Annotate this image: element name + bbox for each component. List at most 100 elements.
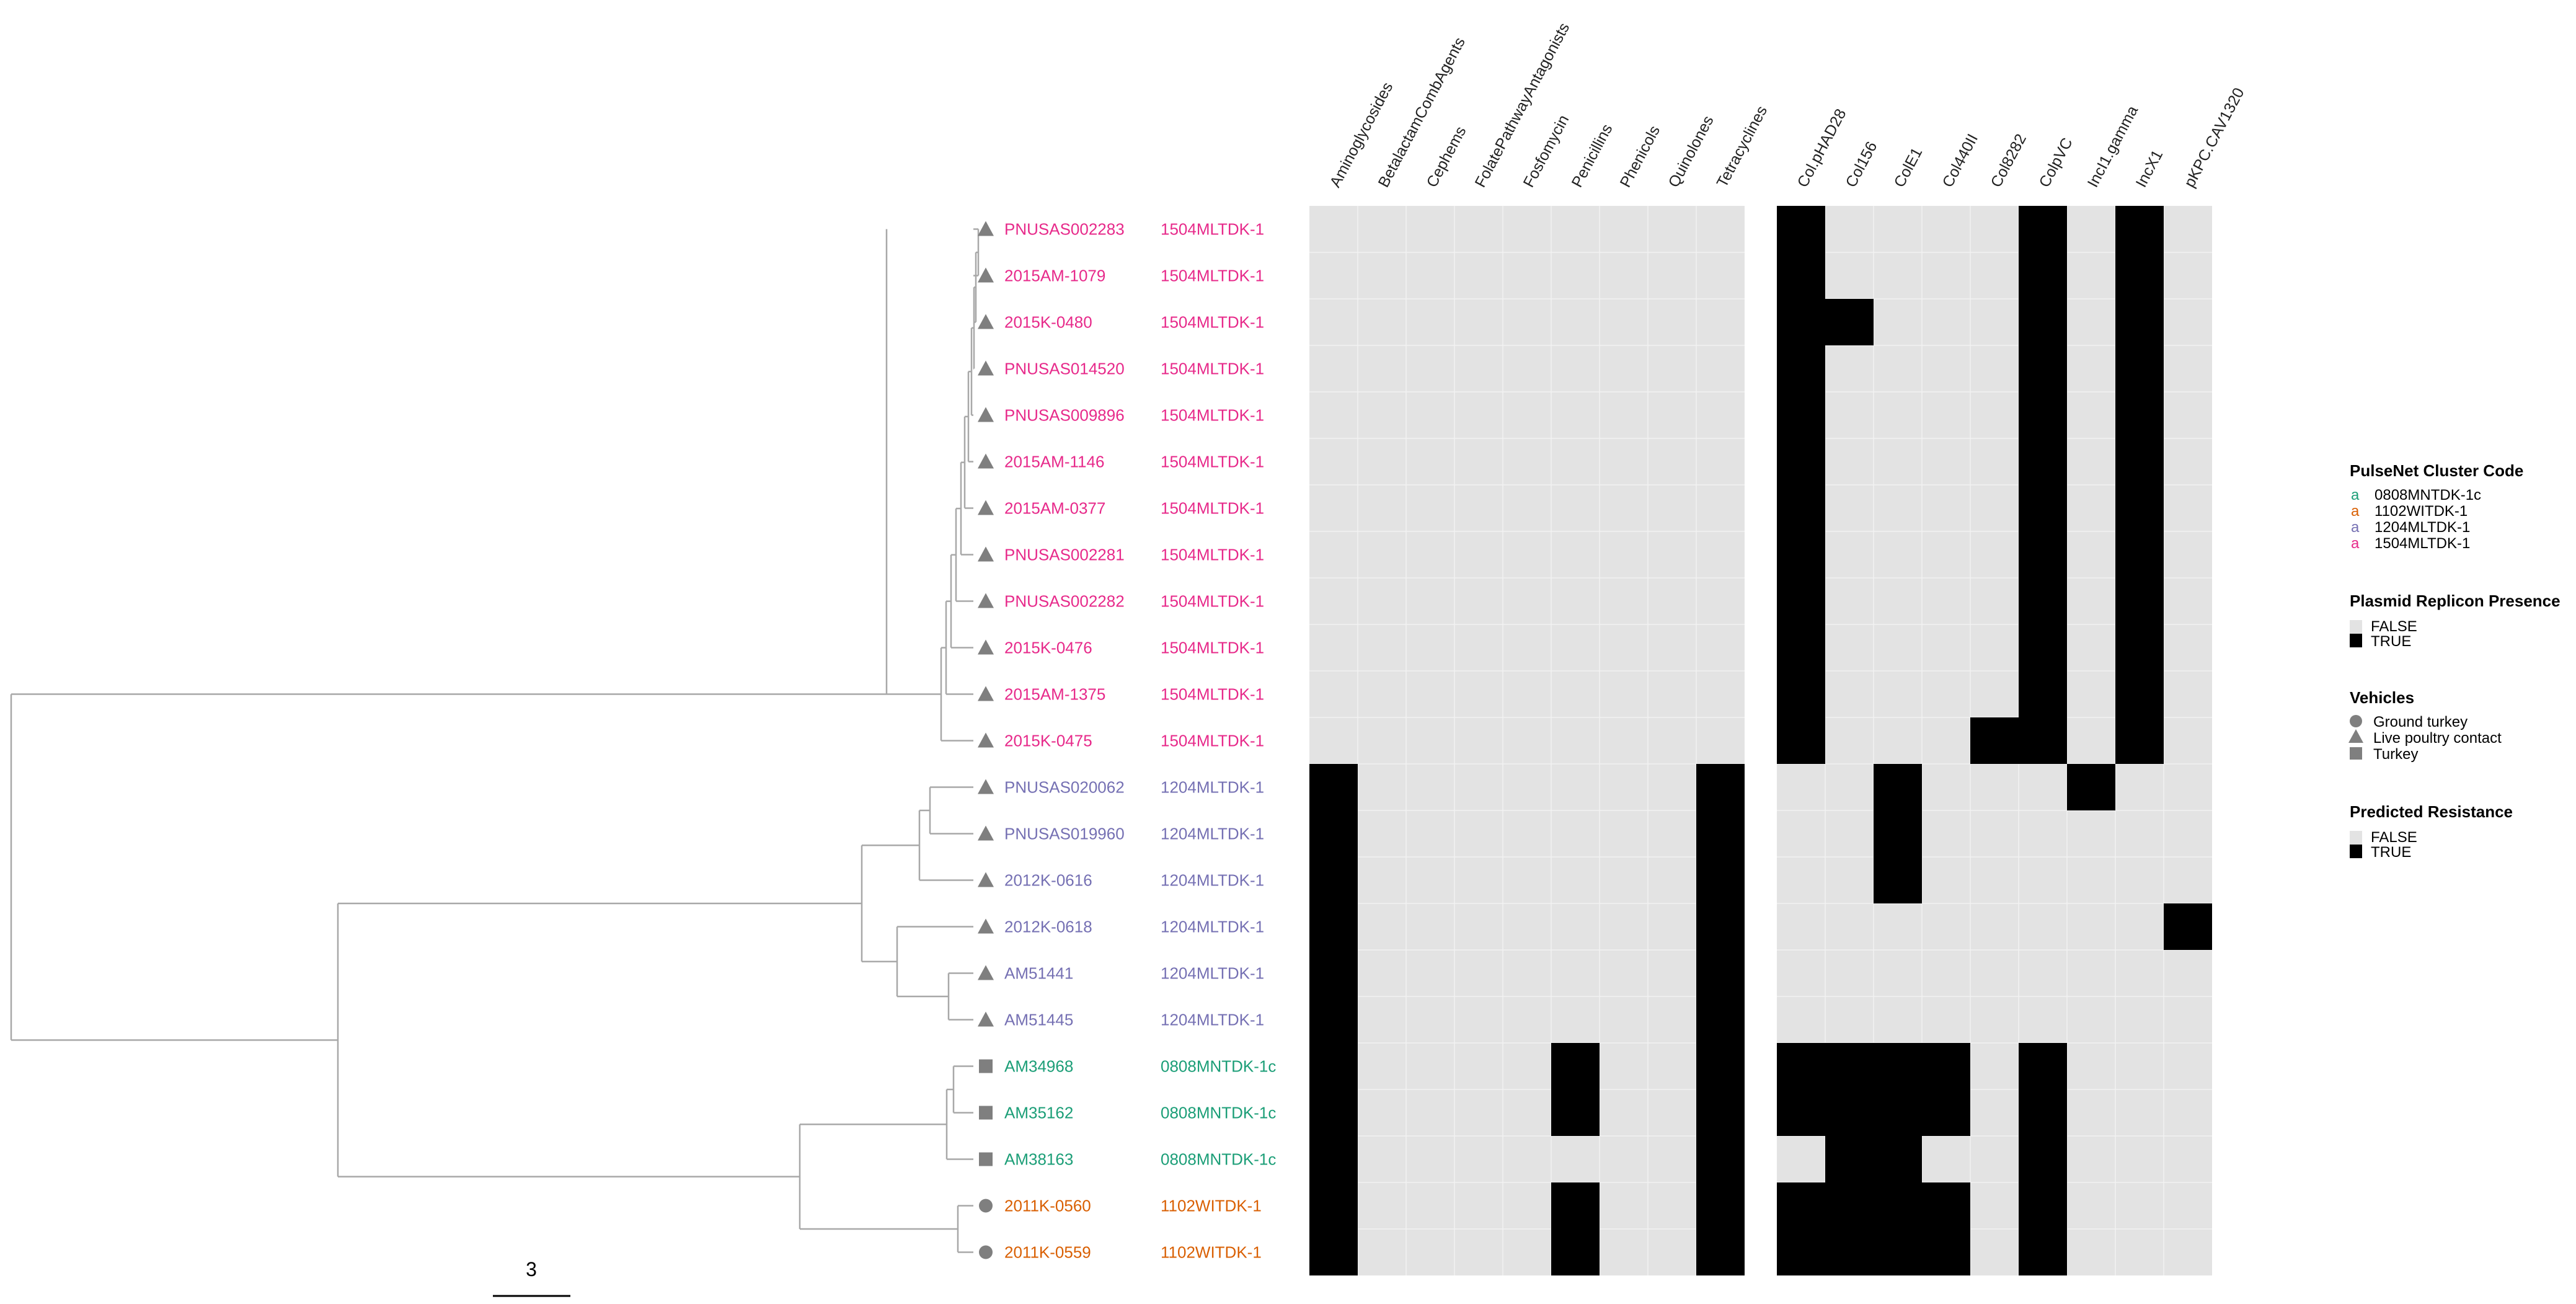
- plasmid-cell-true: [2115, 578, 2164, 624]
- isolate-id-label: 2011K-0559: [1004, 1243, 1091, 1262]
- cluster-code-label: 1504MLTDK-1: [1161, 639, 1264, 657]
- column-header: Col440II: [1939, 131, 1981, 190]
- legend-plasmid-false: FALSE: [2371, 618, 2417, 635]
- resistance-cell-true: [1309, 903, 1358, 950]
- phylogenetic-tree: [10, 228, 980, 1253]
- legend-true-swatch: [2350, 845, 2362, 858]
- plasmid-cell-true: [1874, 1229, 1922, 1275]
- cluster-code-label: 1504MLTDK-1: [1161, 453, 1264, 471]
- square-marker: [979, 1106, 993, 1120]
- plasmid-cell-true: [2019, 1043, 2067, 1089]
- cluster-code-label: 1102WITDK-1: [1161, 1243, 1262, 1262]
- plasmid-cell-true: [2019, 671, 2067, 717]
- plasmid-cell-true: [2115, 206, 2164, 252]
- resistance-cell-true: [1696, 857, 1745, 903]
- plasmid-cell-true: [1777, 438, 1825, 485]
- resistance-cell-true: [1309, 1182, 1358, 1229]
- resistance-cell-true: [1309, 1043, 1358, 1089]
- plasmid-cell-true: [1874, 1043, 1922, 1089]
- plasmid-cell-true: [2019, 624, 2067, 671]
- cluster-code-label: 1204MLTDK-1: [1161, 918, 1264, 936]
- resistance-cell-true: [1309, 764, 1358, 810]
- plasmid-cell-true: [2019, 1089, 2067, 1136]
- plasmid-cell-true: [1874, 857, 1922, 903]
- plasmid-cell-true: [1777, 252, 1825, 299]
- resistance-cell-true: [1696, 764, 1745, 810]
- legend-vehicle-item: Live poultry contact: [2373, 730, 2502, 747]
- isolate-id-label: AM38163: [1004, 1150, 1073, 1169]
- resistance-cell-true: [1696, 903, 1745, 950]
- resistance-cell-true: [1696, 1182, 1745, 1229]
- column-header: FolatePathwayAntagonists: [1472, 20, 1573, 190]
- isolate-id-label: PNUSAS002281: [1004, 546, 1125, 564]
- plasmid-cell-true: [2019, 578, 2067, 624]
- cluster-code-label: 1102WITDK-1: [1161, 1197, 1262, 1215]
- resistance-cell-true: [1551, 1229, 1600, 1275]
- isolate-id-label: 2011K-0560: [1004, 1197, 1091, 1215]
- plasmid-cell-true: [1777, 717, 1825, 764]
- legend-vehicle-item: Ground turkey: [2373, 714, 2468, 730]
- resistance-cell-true: [1696, 950, 1745, 996]
- plasmid-cell-true: [2019, 1229, 2067, 1275]
- isolate-id-label: PNUSAS020062: [1004, 778, 1125, 797]
- isolate-id-label: PNUSAS014520: [1004, 360, 1125, 378]
- plasmid-cell-true: [1922, 1043, 1970, 1089]
- legend-square-icon: [2350, 747, 2362, 760]
- plasmid-cell-true: [1874, 1182, 1922, 1229]
- plasmid-cell-true: [1970, 717, 2019, 764]
- plasmid-cell-true: [2115, 438, 2164, 485]
- resistance-cell-true: [1309, 996, 1358, 1043]
- plasmid-cell-true: [1922, 1229, 1970, 1275]
- cluster-code-label: 1504MLTDK-1: [1161, 406, 1264, 425]
- isolate-id-label: AM35162: [1004, 1104, 1073, 1122]
- cluster-code-label: 1204MLTDK-1: [1161, 964, 1264, 983]
- legend-vehicle-item: Turkey: [2373, 746, 2418, 763]
- legend-plasmid-title: Plasmid Replicon Presence: [2350, 592, 2561, 610]
- triangle-marker: [978, 918, 994, 934]
- circle-marker: [979, 1245, 993, 1259]
- plasmid-cell-true: [2115, 345, 2164, 392]
- plasmid-cell-true: [1825, 1089, 1874, 1136]
- legend-triangle-icon: [2348, 729, 2363, 743]
- legend-cluster-item: 1204MLTDK-1: [2375, 519, 2470, 536]
- circle-marker: [979, 1199, 993, 1213]
- isolate-id-label: 2015AM-1375: [1004, 685, 1105, 704]
- cluster-code-label: 1204MLTDK-1: [1161, 871, 1264, 890]
- column-header: IncI1.gamma: [2084, 103, 2142, 190]
- isolate-id-label: PNUSAS002282: [1004, 592, 1125, 611]
- plasmid-cell-true: [2019, 299, 2067, 345]
- triangle-marker: [978, 500, 994, 515]
- plasmid-cell-true: [1874, 764, 1922, 810]
- cluster-code-label: 1504MLTDK-1: [1161, 685, 1264, 704]
- column-header: Cephems: [1423, 123, 1470, 190]
- column-header: Tetracyclines: [1714, 103, 1771, 190]
- resistance-cell-true: [1309, 1089, 1358, 1136]
- plasmid-cell-true: [1777, 485, 1825, 531]
- plasmid-cell-true: [2115, 485, 2164, 531]
- legend-cluster-glyph: a: [2351, 519, 2360, 536]
- resistance-cell-true: [1309, 857, 1358, 903]
- plasmid-cell-true: [1874, 810, 1922, 857]
- isolate-id-label: AM51441: [1004, 964, 1073, 983]
- plasmid-cell-true: [2067, 764, 2115, 810]
- resistance-cell-true: [1551, 1089, 1600, 1136]
- resistance-cell-true: [1309, 1229, 1358, 1275]
- legend-resistance-title: Predicted Resistance: [2350, 802, 2513, 821]
- cluster-code-label: 1204MLTDK-1: [1161, 825, 1264, 843]
- resistance-cell-true: [1696, 810, 1745, 857]
- column-header: Phenicols: [1617, 123, 1664, 190]
- legend-true-swatch: [2350, 634, 2362, 647]
- scale-bar: 3: [493, 1258, 570, 1297]
- legend-vehicles-title: Vehicles: [2350, 688, 2414, 707]
- plasmid-cell-true: [2019, 252, 2067, 299]
- plasmid-cell-true: [1777, 206, 1825, 252]
- plasmid-cell-true: [2019, 206, 2067, 252]
- column-header: ColpVC: [2036, 135, 2076, 190]
- plasmid-cell-true: [1777, 392, 1825, 438]
- isolate-id-label: PNUSAS009896: [1004, 406, 1125, 425]
- column-header: Penicillins: [1569, 122, 1616, 190]
- isolate-id-label: 2015K-0476: [1004, 639, 1092, 657]
- triangle-marker: [978, 407, 994, 422]
- column-header: Col8282: [1988, 131, 2030, 190]
